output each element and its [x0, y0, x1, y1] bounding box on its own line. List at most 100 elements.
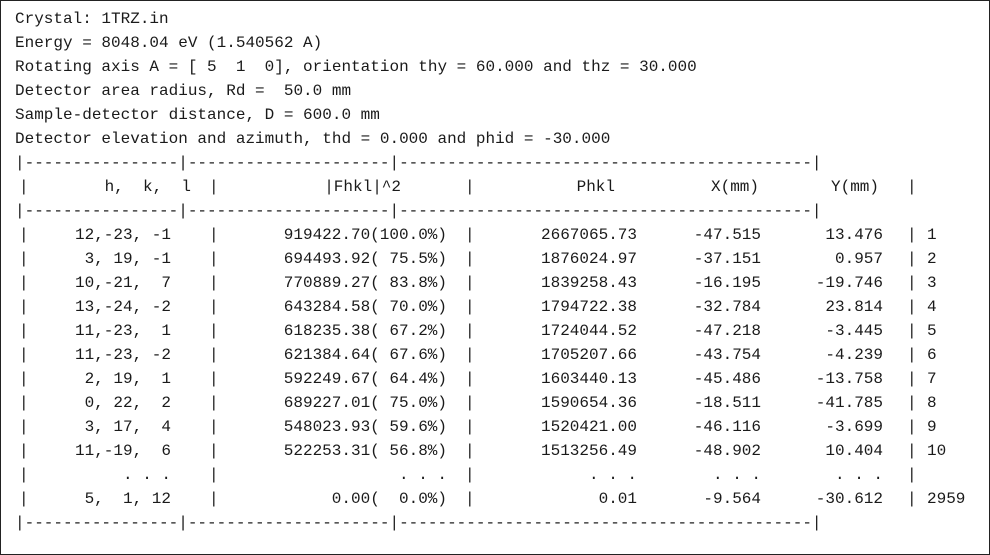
column-header-hkl: h, k, l — [104, 178, 191, 196]
cell-phkl: 0.01 — [598, 490, 637, 508]
cell-hkl: 11,-23, -2 — [74, 346, 171, 364]
column-divider: | — [907, 178, 917, 196]
column-divider: | — [465, 418, 475, 436]
column-divider: | — [907, 442, 917, 460]
column-divider: | — [19, 346, 29, 364]
cell-index: 7 — [927, 370, 937, 388]
cell-x: -46.116 — [693, 418, 761, 436]
header-line: Rotating axis A = [ 5 1 0], orientation … — [15, 58, 697, 76]
column-divider: | — [465, 466, 475, 484]
cell-x: -47.218 — [693, 322, 761, 340]
cell-phkl: 1603440.13 — [540, 370, 637, 388]
column-divider: | — [19, 178, 29, 196]
cell-y: -3.699 — [825, 418, 883, 436]
cell-phkl: 1876024.97 — [540, 250, 637, 268]
column-divider: | — [19, 226, 29, 244]
cell-x: -45.486 — [693, 370, 761, 388]
column-divider: | — [209, 298, 219, 316]
table-border: |----------------|---------------------|… — [15, 514, 822, 532]
column-divider: | — [19, 394, 29, 412]
cell-fhkl2: 618235.38( 67.2%) — [283, 322, 447, 340]
cell-x: -48.902 — [693, 442, 761, 460]
column-divider: | — [465, 490, 475, 508]
column-divider: | — [19, 418, 29, 436]
column-divider: | — [19, 370, 29, 388]
column-divider: | — [209, 274, 219, 292]
column-divider: | — [907, 298, 917, 316]
table-border: |----------------|---------------------|… — [15, 202, 822, 220]
cell-y: -41.785 — [815, 394, 883, 412]
cell-phkl: 1724044.52 — [540, 322, 637, 340]
cell-fhkl2: 694493.92( 75.5%) — [283, 250, 447, 268]
column-header-x: X(mm) — [710, 178, 759, 196]
column-divider: | — [907, 274, 917, 292]
cell-y: -30.612 — [815, 490, 883, 508]
column-divider: | — [465, 442, 475, 460]
cell-y: -13.758 — [815, 370, 883, 388]
column-divider: | — [465, 178, 475, 196]
column-divider: | — [19, 250, 29, 268]
column-divider: | — [209, 466, 219, 484]
cell-fhkl2: 0.00( 0.0%) — [331, 490, 447, 508]
cell-x: -43.754 — [693, 346, 761, 364]
cell-fhkl2: 689227.01( 75.0%) — [283, 394, 447, 412]
cell-x: -47.515 — [693, 226, 761, 244]
cell-phkl: 2667065.73 — [540, 226, 637, 244]
cell-hkl: 11,-23, 1 — [74, 322, 171, 340]
cell-hkl: 11,-19, 6 — [74, 442, 171, 460]
cell-x: -32.784 — [693, 298, 761, 316]
cell-index — [927, 463, 987, 487]
header-line: Sample-detector distance, D = 600.0 mm — [15, 106, 380, 124]
column-divider: | — [209, 418, 219, 436]
cell-index: 3 — [927, 274, 937, 292]
column-divider: | — [209, 490, 219, 508]
column-divider: | — [209, 394, 219, 412]
column-divider: | — [465, 226, 475, 244]
cell-x: -37.151 — [693, 250, 761, 268]
column-header-y: Y(mm) — [830, 178, 879, 196]
column-divider: | — [209, 322, 219, 340]
column-divider: | — [465, 394, 475, 412]
cell-hkl: 10,-21, 7 — [74, 274, 171, 292]
cell-x: -16.195 — [693, 274, 761, 292]
cell-hkl: 13,-24, -2 — [74, 298, 171, 316]
cell-y: 10.404 — [825, 442, 883, 460]
cell-y: . . . — [834, 466, 883, 484]
cell-hkl: 3, 19, -1 — [84, 250, 171, 268]
column-divider: | — [907, 250, 917, 268]
column-divider: | — [907, 322, 917, 340]
column-divider: | — [907, 418, 917, 436]
column-divider: | — [19, 490, 29, 508]
cell-phkl: 1520421.00 — [540, 418, 637, 436]
cell-hkl: 5, 1, 12 — [84, 490, 171, 508]
column-divider: | — [465, 274, 475, 292]
cell-fhkl2: 770889.27( 83.8%) — [283, 274, 447, 292]
column-divider: | — [907, 466, 917, 484]
header-line: Detector elevation and azimuth, thd = 0.… — [15, 130, 611, 148]
cell-fhkl2: . . . — [398, 466, 447, 484]
cell-y: -3.445 — [825, 322, 883, 340]
cell-x: -18.511 — [693, 394, 761, 412]
cell-index: 4 — [927, 298, 937, 316]
column-header-phkl: Phkl — [576, 178, 615, 196]
column-divider: | — [465, 322, 475, 340]
cell-x: -9.564 — [703, 490, 761, 508]
cell-y: -19.746 — [815, 274, 883, 292]
cell-phkl: 1794722.38 — [540, 298, 637, 316]
cell-hkl: . . . — [122, 466, 171, 484]
table-border: |----------------|---------------------|… — [15, 154, 822, 172]
column-divider: | — [907, 346, 917, 364]
cell-phkl: 1839258.43 — [540, 274, 637, 292]
cell-index: 10 — [927, 442, 947, 460]
cell-index: 2959 — [927, 490, 966, 508]
cell-phkl: 1705207.66 — [540, 346, 637, 364]
column-header-fhkl2: |Fhkl|^2 — [324, 178, 401, 196]
cell-phkl: 1590654.36 — [540, 394, 637, 412]
cell-phkl: . . . — [588, 466, 637, 484]
cell-y: -4.239 — [825, 346, 883, 364]
cell-y: 0.957 — [834, 250, 883, 268]
cell-x: . . . — [712, 466, 761, 484]
column-divider: | — [19, 466, 29, 484]
cell-fhkl2: 592249.67( 64.4%) — [283, 370, 447, 388]
